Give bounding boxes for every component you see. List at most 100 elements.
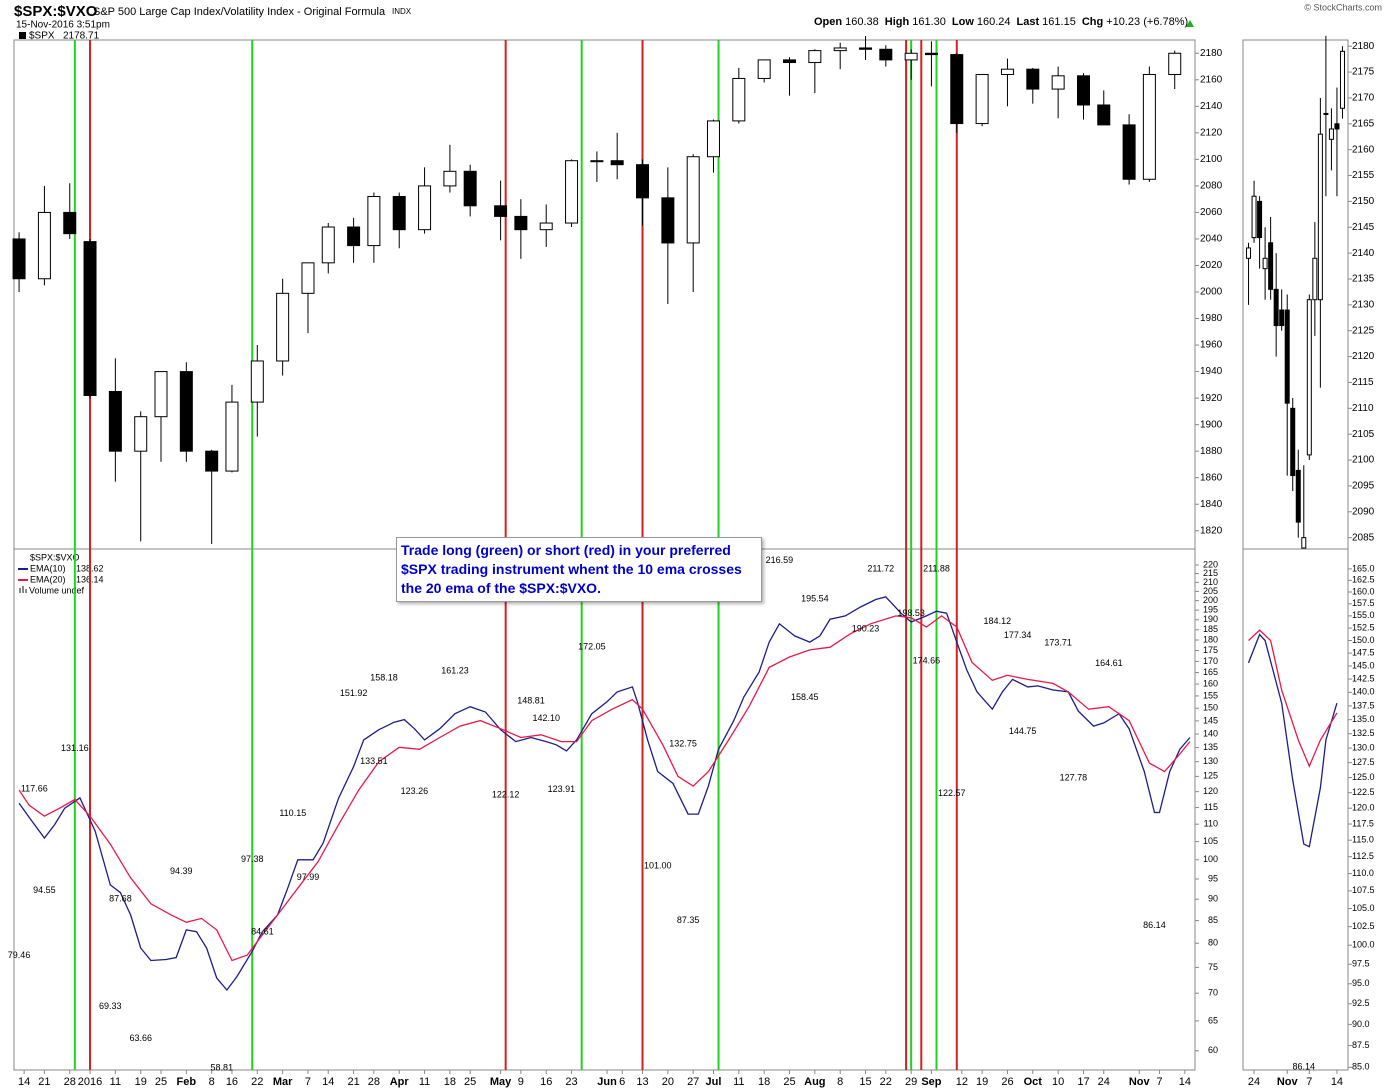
ema-line [18, 596, 1191, 992]
y-tick-label: 125.0 [1352, 772, 1375, 782]
value-annotation: 164.61 [1095, 658, 1123, 668]
value-annotation: 161.23 [441, 666, 469, 676]
y-tick-label: 1980 [1200, 313, 1223, 324]
y-tick-label: 132.5 [1352, 728, 1375, 738]
candle-body [1328, 128, 1334, 140]
value-annotation: 69.33 [99, 1001, 122, 1011]
x-tick-label: 7 [1306, 1076, 1312, 1088]
value-annotation: 58.81 [211, 1063, 234, 1073]
y-tick-label: 2085 [1352, 532, 1375, 543]
y-tick-label: 130 [1203, 756, 1218, 766]
value-annotation: 172.05 [578, 641, 606, 651]
y-tick-label: 2100 [1200, 154, 1223, 165]
y-tick-label: 2020 [1200, 260, 1223, 271]
volume-icon [19, 588, 21, 593]
y-tick-label: 60 [1208, 1045, 1218, 1055]
note-line: Trade long (green) or short (red) in you… [401, 542, 731, 558]
candle-body [63, 211, 77, 235]
x-tick-label: 25 [464, 1076, 476, 1088]
y-tick-label: 2120 [1200, 127, 1223, 138]
y-tick-label: 110.0 [1352, 868, 1374, 878]
y-tick-label: 195 [1203, 604, 1218, 614]
x-tick-label: Mar [273, 1076, 293, 1088]
y-tick-label: 2090 [1352, 506, 1375, 517]
candle-body [1317, 133, 1323, 301]
x-tick-label: 21 [347, 1076, 359, 1088]
candle-body [1284, 309, 1290, 404]
x-tick-label: 18 [758, 1076, 770, 1088]
y-tick-label: 150 [1203, 703, 1218, 713]
y-tick-label: 2135 [1352, 274, 1375, 285]
y-tick-label: 160 [1203, 678, 1218, 688]
y-tick-label: 2130 [1352, 300, 1375, 311]
mini-frame [1242, 39, 1349, 1071]
volume-note: Volume undef [29, 585, 85, 595]
candle-body [250, 360, 264, 403]
candle-body [321, 226, 335, 264]
y-tick-label: 1820 [1200, 525, 1223, 536]
value-annotation: 86.14 [1293, 1062, 1316, 1072]
value-annotation: 177.34 [1004, 630, 1032, 640]
y-tick-label: 95 [1208, 873, 1218, 883]
value-annotation: 117.66 [21, 783, 48, 793]
value-annotation: 195.54 [801, 593, 829, 603]
y-tick-label: 2140 [1200, 101, 1223, 112]
y-tick-label: 190 [1203, 614, 1218, 624]
y-tick-label: 135 [1203, 742, 1218, 752]
y-tick-label: 145.0 [1352, 660, 1375, 670]
value-annotation: 97.38 [241, 854, 264, 864]
x-tick-label: Feb [177, 1076, 197, 1088]
y-tick-label: 2170 [1352, 93, 1375, 104]
y-tick-label: 157.5 [1352, 598, 1375, 608]
x-tick-label: Jun [597, 1076, 617, 1088]
x-tick-label: 22 [251, 1076, 263, 1088]
value-annotation: 151.92 [340, 688, 368, 698]
x-tick-label: 29 [905, 1076, 917, 1088]
x-tick-label: Oct [1024, 1076, 1043, 1088]
y-tick-label: 1920 [1200, 393, 1223, 404]
candle-body [904, 52, 918, 61]
legend-swatch [19, 32, 26, 39]
value-annotation: 86.14 [1143, 920, 1166, 930]
y-tick-label: 1860 [1200, 472, 1223, 483]
up-arrow [1186, 20, 1194, 27]
legend-name: $SPX [29, 31, 55, 42]
y-tick-label: 2060 [1200, 207, 1223, 218]
x-tick-label: 8 [209, 1076, 215, 1088]
y-tick-label: 175 [1203, 645, 1218, 655]
value-annotation: 132.75 [669, 738, 697, 748]
candle-body [1000, 68, 1014, 75]
note-line: $SPX trading instrument whent the 10 ema… [401, 561, 742, 577]
exchange: INDX [392, 7, 412, 16]
candle-body [1334, 123, 1340, 130]
y-tick-label: 100 [1203, 854, 1218, 864]
candle-body [463, 170, 477, 207]
y-tick-label: 102.5 [1352, 921, 1375, 931]
y-tick-label: 142.5 [1352, 673, 1375, 683]
y-tick-label: 2105 [1352, 429, 1375, 440]
value-annotation: 173.71 [1044, 638, 1072, 648]
quote-value: 161.30 [912, 16, 946, 28]
y-tick-label: 205 [1203, 586, 1218, 596]
candle-body [636, 164, 650, 199]
x-tick-label: 20 [662, 1076, 674, 1088]
y-tick-label: 2180 [1352, 41, 1375, 52]
candle-body [859, 47, 873, 50]
y-tick-label: 150.0 [1352, 635, 1375, 645]
volume-icon [25, 589, 27, 593]
candle-body [833, 47, 847, 52]
x-tick-label: Jul [706, 1076, 722, 1088]
candle-body [108, 390, 122, 452]
x-tick-label: 11 [110, 1076, 121, 1088]
candle-body [1339, 50, 1345, 109]
y-tick-label: 1840 [1200, 499, 1223, 510]
y-tick-label: 2115 [1352, 377, 1374, 388]
y-tick-label: 85 [1208, 915, 1218, 925]
candle-body [1142, 73, 1156, 180]
y-tick-label: 127.5 [1352, 757, 1375, 767]
candle-body [783, 59, 797, 64]
y-tick-label: 2100 [1352, 455, 1375, 466]
chart-subtitle: S&P 500 Large Cap Index/Volatility Index… [93, 6, 386, 18]
y-tick-label: 220 [1203, 559, 1218, 569]
